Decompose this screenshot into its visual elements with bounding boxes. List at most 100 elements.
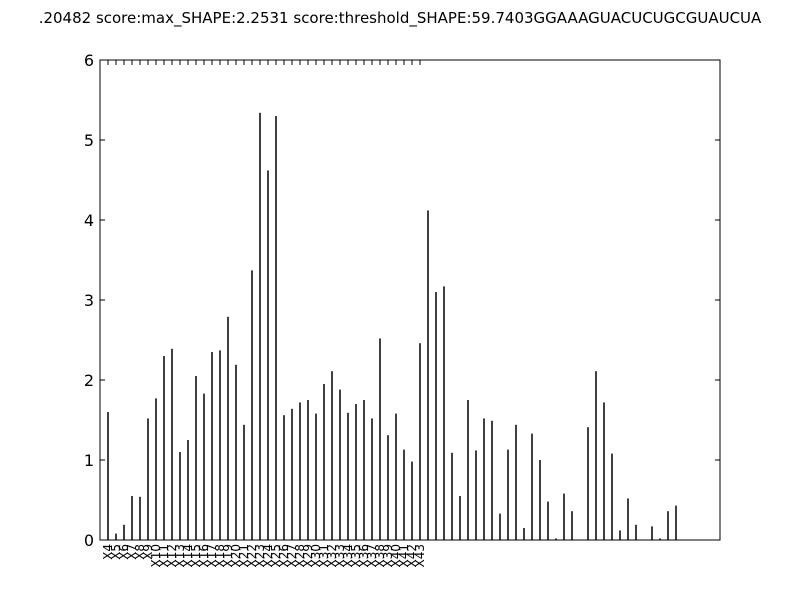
bar bbox=[499, 513, 501, 540]
x-tick-label: X18 bbox=[213, 544, 227, 568]
x-tick-label: X41 bbox=[397, 544, 411, 568]
plot-frame bbox=[99, 59, 721, 541]
x-tick-label: X7 bbox=[125, 544, 139, 560]
x-tick-label: X10 bbox=[149, 544, 163, 568]
bar bbox=[227, 316, 229, 540]
bar bbox=[275, 116, 277, 540]
bar bbox=[187, 440, 189, 540]
y-tick-label: 1 bbox=[84, 451, 94, 470]
bar bbox=[139, 496, 141, 540]
bar bbox=[195, 376, 197, 540]
bar bbox=[267, 170, 269, 540]
bar bbox=[147, 418, 149, 540]
bar bbox=[635, 524, 637, 540]
y-tick-label: 6 bbox=[84, 51, 94, 70]
x-tick-label: X5 bbox=[109, 544, 123, 560]
bar bbox=[155, 398, 157, 540]
bar bbox=[323, 384, 325, 540]
bar bbox=[307, 400, 309, 540]
bar bbox=[603, 402, 605, 540]
bar bbox=[235, 364, 237, 540]
bar bbox=[331, 371, 333, 540]
x-tick-labels: X4X5X6X7X8X9X10X11X12X13X14X15X16X17X18X… bbox=[101, 544, 427, 568]
x-tick-label: X8 bbox=[133, 544, 147, 560]
bar bbox=[587, 427, 589, 540]
x-tick-label: X37 bbox=[365, 544, 379, 568]
bar bbox=[283, 415, 285, 540]
bar bbox=[179, 452, 181, 540]
bar bbox=[555, 538, 557, 540]
x-tick-label: X42 bbox=[405, 544, 419, 568]
y-tick-label: 2 bbox=[84, 371, 94, 390]
x-tick-label: X19 bbox=[221, 544, 235, 568]
bar bbox=[435, 292, 437, 540]
x-tick-label: X22 bbox=[245, 544, 259, 568]
bar bbox=[507, 449, 509, 540]
ticks-group bbox=[100, 59, 720, 541]
bar bbox=[515, 424, 517, 540]
x-tick-label: X13 bbox=[173, 544, 187, 568]
bar bbox=[291, 408, 293, 540]
x-tick-label: X20 bbox=[229, 544, 243, 568]
bar bbox=[395, 413, 397, 540]
x-tick-label: X36 bbox=[357, 544, 371, 568]
x-tick-label: X14 bbox=[181, 544, 195, 568]
bar bbox=[419, 343, 421, 540]
x-tick-label: X31 bbox=[317, 544, 331, 568]
bar bbox=[107, 412, 109, 540]
y-tick-label: 4 bbox=[84, 211, 94, 230]
bar bbox=[547, 501, 549, 540]
bar bbox=[387, 435, 389, 540]
bar bbox=[363, 400, 365, 540]
x-tick-label: X29 bbox=[301, 544, 315, 568]
bar bbox=[531, 433, 533, 540]
bar bbox=[131, 496, 133, 540]
x-tick-label: X28 bbox=[293, 544, 307, 568]
x-tick-label: X4 bbox=[101, 544, 115, 560]
bar bbox=[299, 402, 301, 540]
x-tick-label: X23 bbox=[253, 544, 267, 568]
x-tick-label: X34 bbox=[341, 544, 355, 568]
bars-group bbox=[107, 112, 677, 541]
x-tick-label: X38 bbox=[373, 544, 387, 568]
bar bbox=[523, 528, 525, 540]
bar bbox=[667, 511, 669, 540]
bar bbox=[211, 352, 213, 540]
y-tick-label: 3 bbox=[84, 291, 94, 310]
bar bbox=[203, 393, 205, 540]
bar bbox=[619, 530, 621, 540]
bar bbox=[539, 460, 541, 540]
bar bbox=[163, 356, 165, 540]
bar bbox=[675, 505, 677, 540]
bar bbox=[171, 348, 173, 540]
bar bbox=[411, 461, 413, 540]
x-tick-label: X25 bbox=[269, 544, 283, 568]
bar bbox=[651, 526, 653, 540]
bar bbox=[403, 449, 405, 540]
bar bbox=[123, 524, 125, 540]
x-tick-label: X12 bbox=[165, 544, 179, 568]
x-tick-label: X26 bbox=[277, 544, 291, 568]
bar bbox=[379, 338, 381, 540]
bar bbox=[571, 511, 573, 540]
bar bbox=[347, 412, 349, 540]
bar bbox=[355, 404, 357, 540]
bar bbox=[443, 286, 445, 540]
bar bbox=[627, 498, 629, 540]
bar bbox=[251, 270, 253, 540]
y-tick-label: 0 bbox=[84, 531, 94, 550]
x-tick-label: X9 bbox=[141, 544, 155, 560]
x-tick-label: X11 bbox=[157, 544, 171, 568]
x-tick-label: X6 bbox=[117, 544, 131, 560]
x-tick-label: X33 bbox=[333, 544, 347, 568]
x-tick-label: X17 bbox=[205, 544, 219, 568]
x-tick-label: X24 bbox=[261, 544, 275, 568]
x-tick-label: X32 bbox=[325, 544, 339, 568]
bar bbox=[467, 400, 469, 540]
bar bbox=[595, 371, 597, 540]
bar bbox=[491, 420, 493, 540]
bar bbox=[371, 418, 373, 540]
y-tick-label: 5 bbox=[84, 131, 94, 150]
x-tick-label: X40 bbox=[389, 544, 403, 568]
